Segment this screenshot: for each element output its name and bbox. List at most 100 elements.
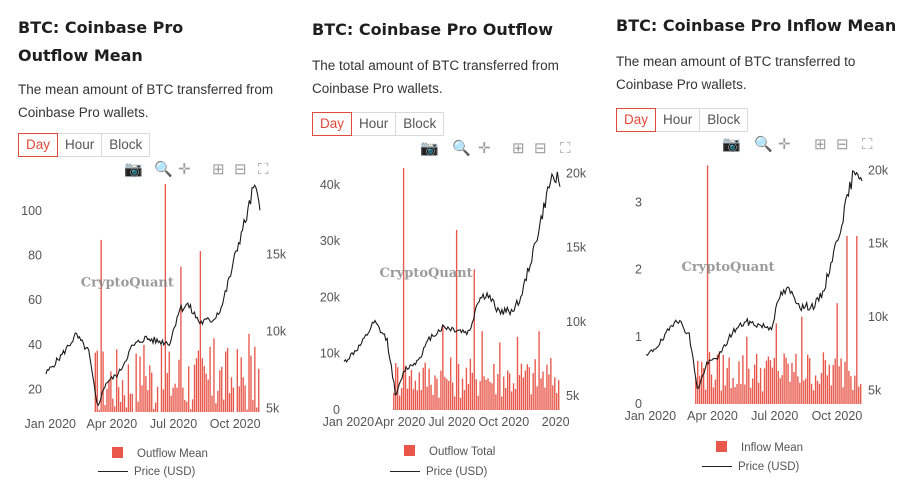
bar[interactable] [432, 395, 434, 410]
bar[interactable] [473, 269, 475, 410]
bar[interactable] [716, 354, 719, 404]
bar[interactable] [755, 353, 758, 404]
bar[interactable] [450, 357, 452, 410]
bar[interactable] [826, 375, 829, 404]
bar[interactable] [524, 370, 527, 410]
bar[interactable] [436, 378, 438, 410]
bar[interactable] [852, 389, 854, 404]
bar[interactable] [135, 353, 137, 412]
bar[interactable] [505, 387, 507, 410]
bar[interactable] [254, 346, 256, 412]
bar[interactable] [808, 358, 811, 404]
tab-block[interactable]: Block [700, 108, 749, 132]
bar[interactable] [213, 338, 215, 412]
tab-hour[interactable]: Hour [352, 112, 397, 136]
bar[interactable] [522, 377, 525, 410]
bar[interactable] [191, 399, 194, 412]
bar[interactable] [108, 379, 110, 412]
bar[interactable] [789, 381, 791, 404]
price-line[interactable] [645, 170, 863, 389]
bar[interactable] [771, 367, 774, 404]
bar[interactable] [510, 391, 513, 410]
bar[interactable] [440, 370, 442, 410]
bar[interactable] [530, 394, 532, 410]
bar[interactable] [704, 389, 707, 404]
bar[interactable] [211, 395, 213, 412]
zoom-out-icon[interactable]: ⊟ [534, 140, 547, 157]
bar[interactable] [501, 396, 503, 410]
pan-icon[interactable]: ✛ [778, 136, 791, 153]
bar[interactable] [176, 387, 178, 412]
bar[interactable] [795, 353, 797, 404]
bar[interactable] [448, 381, 450, 410]
bar[interactable] [207, 379, 209, 412]
bar[interactable] [395, 363, 397, 410]
bar[interactable] [125, 407, 128, 412]
bar[interactable] [700, 361, 703, 404]
bar[interactable] [457, 364, 460, 410]
bar[interactable] [164, 184, 167, 412]
bar[interactable] [503, 376, 505, 410]
bar[interactable] [858, 386, 860, 404]
bar[interactable] [706, 165, 709, 404]
bar[interactable] [463, 390, 466, 410]
bar[interactable] [217, 390, 219, 412]
bar[interactable] [442, 325, 444, 410]
bar[interactable] [182, 387, 184, 412]
bar[interactable] [791, 362, 793, 404]
bar[interactable] [550, 358, 552, 410]
bar[interactable] [738, 361, 740, 404]
bar[interactable] [708, 352, 711, 404]
bar[interactable] [141, 385, 143, 412]
bar[interactable] [226, 347, 229, 412]
bar[interactable] [145, 376, 147, 412]
bar[interactable] [104, 405, 106, 412]
bar[interactable] [828, 364, 830, 404]
bar[interactable] [180, 266, 182, 412]
bar[interactable] [757, 382, 760, 404]
tab-block[interactable]: Block [396, 112, 445, 136]
tab-hour[interactable]: Hour [656, 108, 701, 132]
bar[interactable] [697, 360, 699, 404]
bar[interactable] [797, 376, 799, 404]
bar[interactable] [699, 375, 701, 404]
bar[interactable] [224, 351, 227, 412]
bar[interactable] [412, 389, 415, 410]
legend-item-bars[interactable]: Inflow Mean [710, 440, 803, 456]
bar[interactable] [850, 376, 852, 404]
bar[interactable] [844, 361, 846, 404]
bar[interactable] [483, 376, 485, 410]
bar[interactable] [453, 396, 456, 410]
bar[interactable] [406, 388, 409, 410]
bar[interactable] [119, 402, 122, 412]
bar[interactable] [153, 408, 155, 412]
bar[interactable] [807, 354, 809, 404]
tab-day[interactable]: Day [18, 133, 59, 157]
bar[interactable] [232, 387, 235, 412]
bar[interactable] [94, 352, 96, 412]
bar[interactable] [848, 370, 850, 404]
bar[interactable] [554, 377, 556, 410]
bar[interactable] [162, 389, 165, 412]
bar[interactable] [481, 331, 483, 410]
bar[interactable] [240, 357, 242, 412]
bar[interactable] [860, 383, 862, 404]
bar[interactable] [489, 381, 491, 410]
bar[interactable] [499, 342, 501, 410]
bar[interactable] [228, 393, 231, 412]
bar[interactable] [487, 378, 489, 410]
bar[interactable] [139, 356, 141, 412]
bar[interactable] [744, 384, 746, 404]
bar[interactable] [205, 373, 207, 412]
bar[interactable] [174, 383, 176, 412]
bar[interactable] [836, 303, 838, 404]
bar[interactable] [100, 239, 102, 412]
zoom-in-icon[interactable]: ⊞ [212, 161, 225, 178]
bar[interactable] [428, 368, 430, 410]
bar[interactable] [186, 401, 188, 412]
bar[interactable] [805, 378, 807, 404]
bar[interactable] [854, 375, 856, 404]
bar[interactable] [467, 384, 470, 410]
bar[interactable] [736, 383, 738, 404]
bar[interactable] [506, 370, 509, 410]
